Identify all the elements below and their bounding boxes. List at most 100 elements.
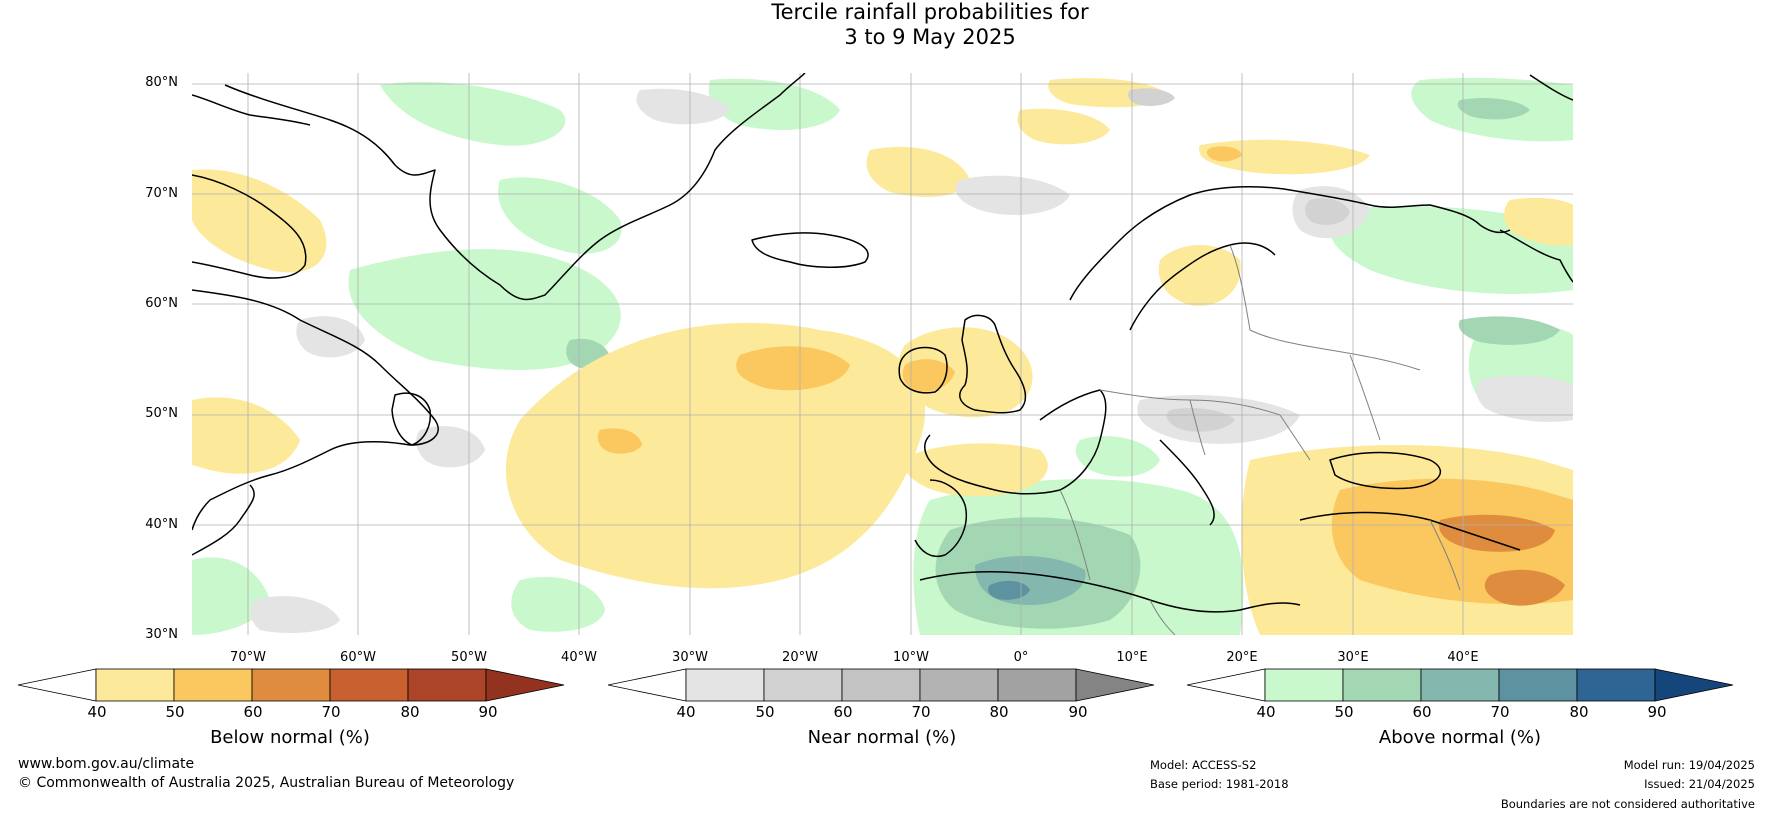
coast-novaya <box>1529 74 1573 101</box>
tick-above-80: 80 <box>1569 703 1589 721</box>
tick-near-40: 40 <box>676 703 696 721</box>
coast-greenland <box>224 73 806 301</box>
coast-scandinavia <box>1069 186 1511 301</box>
map-title: Tercile rainfall probabilities for 3 to … <box>0 0 1770 50</box>
tick-above-90: 90 <box>1647 703 1667 721</box>
lon-label-20w: 20°W <box>782 650 818 665</box>
coast-ne-us <box>192 484 255 556</box>
patch-above-greenland <box>380 81 566 146</box>
patch-above-60-russia <box>1458 316 1560 345</box>
above-colorbar-segment-3 <box>1420 668 1500 702</box>
tick-above-40: 40 <box>1256 703 1276 721</box>
near-colorbar-upper-extend <box>1075 668 1155 702</box>
coast-black-sea <box>1329 451 1442 490</box>
below-colorbar-segment-4 <box>329 668 409 702</box>
colorbar-near-title: Near normal (%) <box>807 727 957 748</box>
coast-labrador <box>192 289 439 531</box>
patch-below-ne-russia <box>1504 197 1573 246</box>
coast-iberia <box>914 479 967 557</box>
below-colorbar-upper-extend <box>485 668 565 702</box>
lon-label-40e: 40°E <box>1447 650 1479 665</box>
below-colorbar-segment-5 <box>407 668 487 702</box>
near-colorbar-segment-4 <box>919 668 999 702</box>
coast-europe-west <box>924 389 1107 495</box>
above-colorbar-segment-1 <box>1264 668 1344 702</box>
patch-below-70-turkey <box>1439 514 1555 552</box>
near-colorbar-segment-5 <box>997 668 1077 702</box>
footer-model: Model: ACCESS-S2 <box>1150 758 1257 772</box>
above-colorbar-segment-2 <box>1342 668 1422 702</box>
graticule <box>192 73 1573 635</box>
below-colorbar-segment-3 <box>251 668 331 702</box>
patch-near-greenland <box>636 88 730 125</box>
tick-near-60: 60 <box>833 703 853 721</box>
patch-below-central-atlantic <box>505 322 926 589</box>
lat-label-30: 30°N <box>145 627 178 642</box>
coastlines <box>192 73 1573 613</box>
patch-above-iceland <box>708 78 840 130</box>
footer-model-run: Model run: 19/04/2025 <box>1623 758 1755 772</box>
tick-near-50: 50 <box>755 703 775 721</box>
title-line-2: 3 to 9 May 2025 <box>844 25 1016 49</box>
coast-baffin <box>192 174 307 279</box>
patch-above-caribbean <box>511 576 605 632</box>
tick-below-90: 90 <box>478 703 498 721</box>
tick-near-70: 70 <box>911 703 931 721</box>
tick-below-70: 70 <box>321 703 341 721</box>
colorbar-below-graphic <box>17 668 565 702</box>
lat-label-80: 80°N <box>145 75 178 90</box>
patch-below-60-greenland <box>1206 146 1242 162</box>
near-colorbar-lower-extend <box>607 668 687 702</box>
patch-below-newfound <box>192 397 300 474</box>
lat-label-70: 70°N <box>145 186 178 201</box>
lon-label-0: 0° <box>1013 650 1029 665</box>
patch-below-iberia <box>900 443 1048 497</box>
above-colorbar-upper-extend <box>1654 668 1734 702</box>
footer-base-period: Base period: 1981-2018 <box>1150 777 1289 791</box>
country-borders <box>1059 244 1461 635</box>
tick-near-90: 90 <box>1068 703 1088 721</box>
lon-label-60w: 60°W <box>340 650 376 665</box>
near-colorbar-segment-3 <box>841 668 921 702</box>
tick-near-80: 80 <box>989 703 1009 721</box>
patch-below-scand <box>1158 245 1241 306</box>
patch-above-sw <box>192 557 270 635</box>
footer-issued: Issued: 21/04/2025 <box>1644 777 1755 791</box>
footer-url[interactable]: www.bom.gov.au/climate <box>18 756 195 772</box>
patch-below-60-atl-s <box>597 428 642 454</box>
patch-near-60-greenland <box>1128 88 1175 106</box>
coast-greenland-w <box>192 94 311 126</box>
lon-label-30w: 30°W <box>672 650 708 665</box>
patch-above-60-arctic <box>1457 98 1530 120</box>
lon-label-40w: 40°W <box>561 650 597 665</box>
patch-near-60-scand <box>1304 198 1350 225</box>
patch-below-uk <box>898 327 1033 418</box>
lon-label-70w: 70°W <box>230 650 266 665</box>
lon-label-50w: 50°W <box>451 650 487 665</box>
colorbar-near-graphic <box>607 668 1155 702</box>
patch-above-atlantic-w <box>498 177 622 254</box>
patch-above-atlantic-n <box>348 249 621 370</box>
shading-layer <box>192 77 1573 635</box>
lon-label-10w: 10°W <box>893 650 929 665</box>
coast-newfoundland <box>391 392 432 446</box>
below-colorbar-segment-2 <box>173 668 253 702</box>
below-colorbar-segment-1 <box>95 668 175 702</box>
lon-label-20e: 20°E <box>1226 650 1258 665</box>
patch-above-balkan <box>1075 436 1160 477</box>
title-line-1: Tercile rainfall probabilities for <box>771 0 1089 24</box>
tick-above-50: 50 <box>1334 703 1354 721</box>
below-colorbar-lower-extend <box>17 668 97 702</box>
patch-near-atl-mid <box>416 426 485 468</box>
patch-below-labrador <box>192 169 327 273</box>
near-colorbar-segment-2 <box>763 668 843 702</box>
coast-turkey-s <box>1299 511 1521 551</box>
footer-disclaimer: Boundaries are not considered authoritat… <box>1500 797 1755 811</box>
tick-below-40: 40 <box>87 703 107 721</box>
patch-below-60-atlantic <box>736 346 850 391</box>
coast-white-sea <box>1499 229 1573 283</box>
coast-italy <box>1159 439 1215 526</box>
patch-near-russia <box>1476 375 1573 422</box>
above-colorbar-segment-4 <box>1498 668 1578 702</box>
